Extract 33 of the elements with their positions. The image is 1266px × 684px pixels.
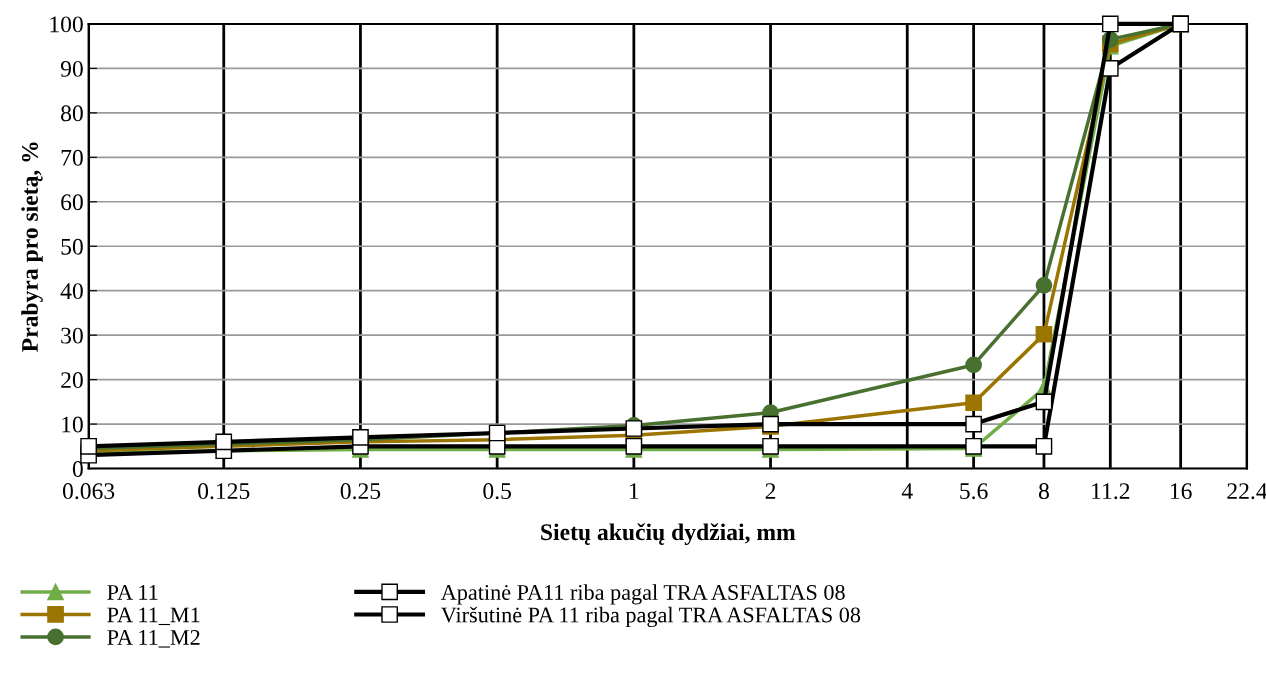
- y-tick-label: 100: [50, 16, 83, 33]
- y-tick-label: 20: [61, 372, 83, 389]
- legend-label: PA 11: [107, 585, 158, 600]
- x-tick-label: 0.063: [62, 483, 115, 500]
- y-tick-label: 90: [60, 60, 83, 77]
- x-tick-label: 2: [765, 483, 776, 499]
- y-tick-label: 80: [61, 105, 83, 122]
- y-tick-label: 60: [61, 194, 83, 211]
- x-tick-label: 0.125: [198, 483, 250, 500]
- x-tick-label: 11.2: [1092, 483, 1130, 500]
- x-tick-label: 16: [1170, 483, 1192, 500]
- x-tick-label: 8: [1038, 483, 1049, 500]
- x-tick-label: 4: [901, 483, 913, 499]
- y-axis-title: Prabyra pro sietą, %: [21, 142, 43, 352]
- y-tick-label: 50: [61, 238, 83, 255]
- point: [1035, 325, 1053, 343]
- x-axis-title: Sietų akučių dydžiai, mm: [541, 523, 796, 546]
- point: [1035, 437, 1053, 455]
- point: [1035, 277, 1053, 294]
- y-tick-label: 0: [72, 461, 83, 477]
- y-tick-label: 70: [61, 149, 83, 166]
- y-tick-label: 40: [60, 283, 83, 300]
- legend-label: PA 11_M2: [107, 629, 200, 648]
- x-tick-label: 0.5: [483, 483, 511, 500]
- y-tick-label: 10: [62, 416, 83, 433]
- legend-label: Apatinė PA11 riba pagal TRA ASFALTAS 08: [440, 584, 845, 605]
- x-tick-label: 0.25: [340, 483, 381, 500]
- legend-label: PA 11_M1: [107, 607, 200, 626]
- legend-label: Viršutinė PA 11 riba pagal TRA ASFALTAS 08: [440, 606, 861, 628]
- x-tick-label: 5.6: [960, 483, 988, 500]
- point: [1035, 393, 1053, 411]
- y-tick-label: 30: [61, 327, 83, 344]
- x-tick-label: 1: [630, 483, 639, 499]
